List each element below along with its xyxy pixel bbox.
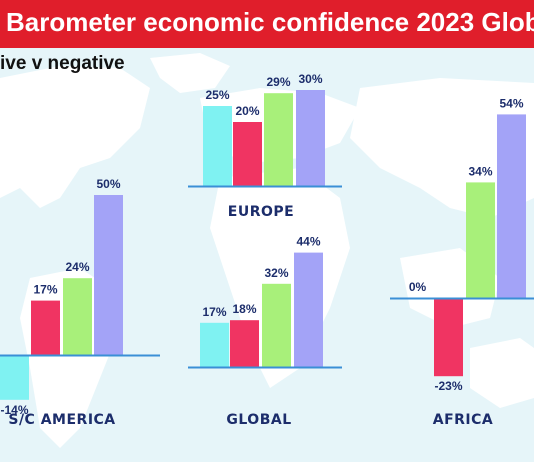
chart-africa: 0% -23% 34% 54% AFRICA	[390, 96, 534, 428]
data-label: 29%	[266, 75, 290, 89]
bar	[31, 300, 60, 355]
data-label: 54%	[499, 96, 523, 110]
page-title: Barometer economic confidence 2023 Globa…	[6, 7, 534, 37]
bar	[294, 252, 323, 367]
bar	[296, 90, 325, 186]
chart-s-c-america: -14% 17% 24% 50% S/C AMERICA	[0, 177, 160, 428]
chart-europe: 25% 20% 29% 30% EUROPE	[188, 72, 342, 220]
data-label: -14%	[0, 403, 28, 417]
bar	[434, 298, 463, 377]
region-label: S/C AMERICA	[8, 412, 115, 428]
data-label: 24%	[65, 260, 89, 274]
chart-global: 17% 18% 32% 44% GLOBAL	[188, 235, 342, 428]
data-label: -23%	[434, 379, 462, 393]
bar	[94, 195, 123, 355]
bar	[497, 114, 526, 299]
data-label: 0%	[409, 280, 427, 294]
bar	[230, 320, 259, 367]
bar	[0, 355, 29, 400]
bar	[466, 182, 495, 298]
bar	[262, 283, 291, 367]
subtitle: ive v negative	[0, 53, 125, 74]
region-label: AFRICA	[433, 412, 494, 428]
region-label: GLOBAL	[226, 412, 291, 428]
bar	[233, 122, 262, 186]
data-label: 32%	[264, 266, 288, 280]
data-label: 44%	[296, 235, 320, 249]
bar	[264, 93, 293, 186]
data-label: 34%	[468, 164, 492, 178]
region-label: EUROPE	[228, 204, 294, 220]
data-label: 17%	[33, 283, 57, 297]
data-label: 50%	[96, 177, 120, 191]
data-label: 25%	[205, 88, 229, 102]
data-label: 30%	[298, 72, 322, 86]
title-bar: Barometer economic confidence 2023 Globa…	[0, 0, 534, 48]
bar	[203, 106, 232, 186]
data-label: 17%	[202, 305, 226, 319]
bar	[63, 278, 92, 355]
bar	[200, 322, 229, 367]
data-label: 20%	[235, 104, 259, 118]
data-label: 18%	[232, 302, 256, 316]
